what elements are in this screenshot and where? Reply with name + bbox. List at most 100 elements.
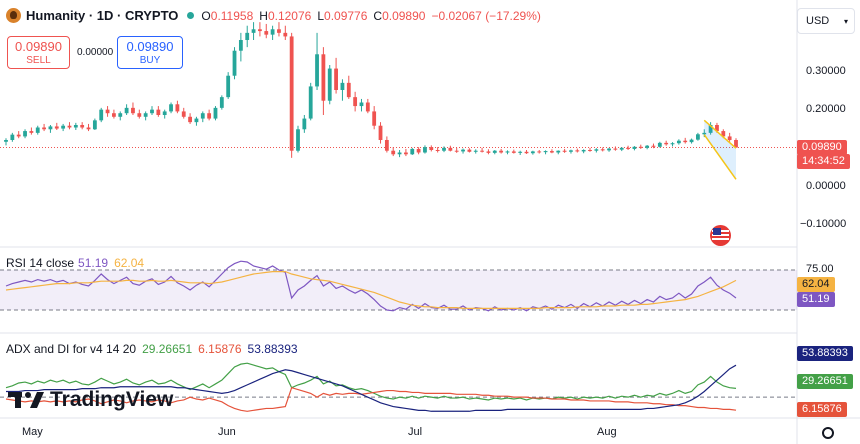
candle xyxy=(600,147,605,152)
buy-price: 0.09890 xyxy=(126,39,174,54)
candle xyxy=(607,147,611,152)
sell-label: SELL xyxy=(26,55,51,66)
candle xyxy=(175,100,180,114)
candle xyxy=(99,107,104,123)
sell-button[interactable]: 0.09890 SELL xyxy=(7,36,70,69)
chevron-down-icon: ▾ xyxy=(843,16,848,26)
candle xyxy=(632,146,637,151)
candle xyxy=(245,25,250,48)
candle xyxy=(391,147,396,157)
candle xyxy=(550,149,554,154)
candle xyxy=(334,57,338,94)
open-value: 0.11958 xyxy=(210,8,254,23)
candle xyxy=(372,106,377,130)
candle xyxy=(505,150,510,155)
change-value: −0.02067 (−17.29%) xyxy=(431,8,541,23)
candle xyxy=(258,22,262,37)
currency-selector[interactable]: USD ▾ xyxy=(797,8,855,34)
buy-label: BUY xyxy=(139,55,161,66)
candle xyxy=(486,149,491,155)
candle xyxy=(283,25,288,40)
adx-line xyxy=(6,364,737,412)
candle xyxy=(442,146,446,153)
candle xyxy=(664,140,669,146)
candle xyxy=(137,109,142,119)
candle xyxy=(429,145,434,152)
last-price-badge: 0.09890 xyxy=(797,140,847,155)
candle xyxy=(296,125,300,153)
candle xyxy=(35,125,40,135)
candle xyxy=(251,22,256,40)
candle xyxy=(308,82,313,121)
candle xyxy=(143,111,148,121)
candle xyxy=(270,25,275,40)
candle xyxy=(162,109,167,119)
candle xyxy=(511,149,516,154)
tradingview-logo-icon xyxy=(8,392,44,408)
candle xyxy=(353,91,358,112)
candle xyxy=(562,148,567,153)
candle xyxy=(696,132,700,141)
candle xyxy=(524,150,529,154)
rsi-line xyxy=(5,260,737,312)
candle xyxy=(124,104,129,115)
symbol-title[interactable]: Humanity · 1D · CRYPTO xyxy=(26,8,179,23)
candle xyxy=(543,150,548,155)
minus-di-line xyxy=(5,386,737,412)
candle xyxy=(200,111,205,123)
candle xyxy=(676,139,681,145)
candle xyxy=(112,109,116,119)
candle xyxy=(645,145,650,150)
sell-price: 0.09890 xyxy=(15,39,62,54)
candle xyxy=(416,147,421,155)
candle xyxy=(454,147,459,153)
candle xyxy=(435,147,440,153)
symbol-legend: Humanity · 1D · CRYPTO O 0.11958 H 0.12076… xyxy=(6,8,547,23)
high-label: H xyxy=(259,8,268,23)
candle xyxy=(315,32,319,90)
rsi-ma-value: 62.04 xyxy=(114,256,145,270)
candle xyxy=(556,150,561,155)
candle xyxy=(346,75,351,99)
candle xyxy=(365,98,370,114)
candle xyxy=(264,23,269,39)
candle xyxy=(594,148,599,153)
candle xyxy=(321,47,326,115)
rsi-legend[interactable]: RSI 14 close 51.19 62.04 xyxy=(6,256,144,270)
candle xyxy=(657,141,662,148)
candle xyxy=(378,122,383,144)
candle xyxy=(92,118,97,130)
candle xyxy=(67,122,72,130)
candle xyxy=(734,138,738,148)
close-value: 0.09890 xyxy=(382,8,426,23)
candle xyxy=(467,148,472,153)
rsi-ma-badge: 62.04 xyxy=(797,277,835,292)
candle xyxy=(404,148,408,157)
gear-icon[interactable] xyxy=(822,427,834,439)
candle xyxy=(575,148,580,153)
candle xyxy=(48,125,53,133)
tradingview-logo[interactable]: TradingView xyxy=(8,388,173,412)
candle xyxy=(54,122,59,130)
plus-di-value: 29.26651 xyxy=(142,342,193,356)
candle xyxy=(708,122,713,135)
candle xyxy=(384,136,389,153)
plus-di-badge: 29.26651 xyxy=(797,374,853,389)
wedge-upper-line xyxy=(703,119,737,149)
candle xyxy=(619,147,624,152)
candle xyxy=(530,150,535,155)
candle xyxy=(232,47,237,80)
candle xyxy=(118,111,123,121)
us-flag-icon[interactable] xyxy=(710,225,731,246)
candle xyxy=(480,147,484,153)
rsi-band xyxy=(0,270,797,310)
spread-value: 0.00000 xyxy=(77,47,114,58)
candle xyxy=(226,72,231,99)
candle xyxy=(683,137,688,144)
adx-legend[interactable]: ADX and DI for v4 14 20 29.26651 6.15876 53… xyxy=(6,342,298,356)
candle xyxy=(613,146,618,151)
buy-button[interactable]: 0.09890 BUY xyxy=(117,36,183,69)
open-label: O xyxy=(201,8,211,23)
candle xyxy=(410,147,415,155)
